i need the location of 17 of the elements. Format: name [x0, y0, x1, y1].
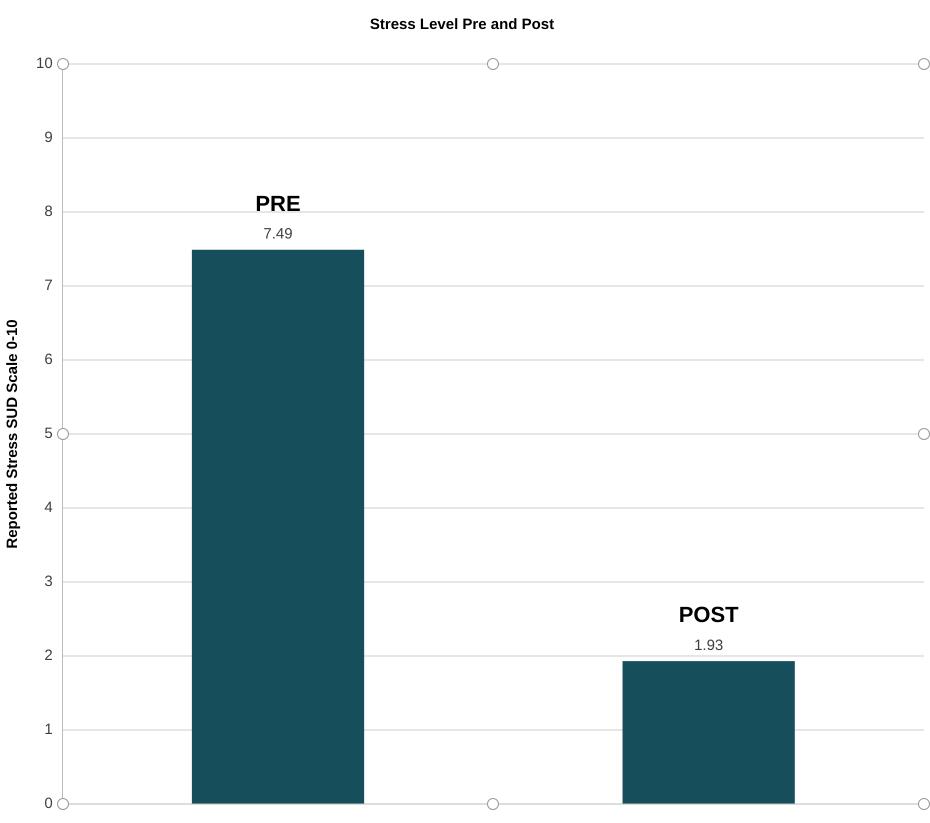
- y-tick-label: 2: [44, 647, 53, 664]
- y-tick-label: 10: [36, 55, 53, 72]
- y-tick-label: 4: [44, 499, 53, 516]
- y-tick-label: 7: [44, 277, 53, 294]
- y-tick-label: 0: [44, 795, 53, 812]
- y-axis-title: Reported Stress SUD Scale 0-10: [4, 319, 22, 549]
- chart-title: Stress Level Pre and Post: [370, 16, 554, 34]
- data-label: 7.49: [263, 225, 293, 242]
- data-label: 1.93: [694, 636, 724, 654]
- x-tick-label: POST: [678, 602, 740, 628]
- y-tick-label: 6: [44, 351, 53, 368]
- x-tick-label: PRE: [255, 190, 301, 216]
- y-tick-label: 5: [44, 425, 53, 442]
- y-tick-label: 3: [44, 573, 53, 590]
- y-tick-label: 9: [44, 129, 53, 146]
- y-tick-label: 8: [44, 203, 53, 220]
- y-tick-label: 1: [44, 721, 53, 738]
